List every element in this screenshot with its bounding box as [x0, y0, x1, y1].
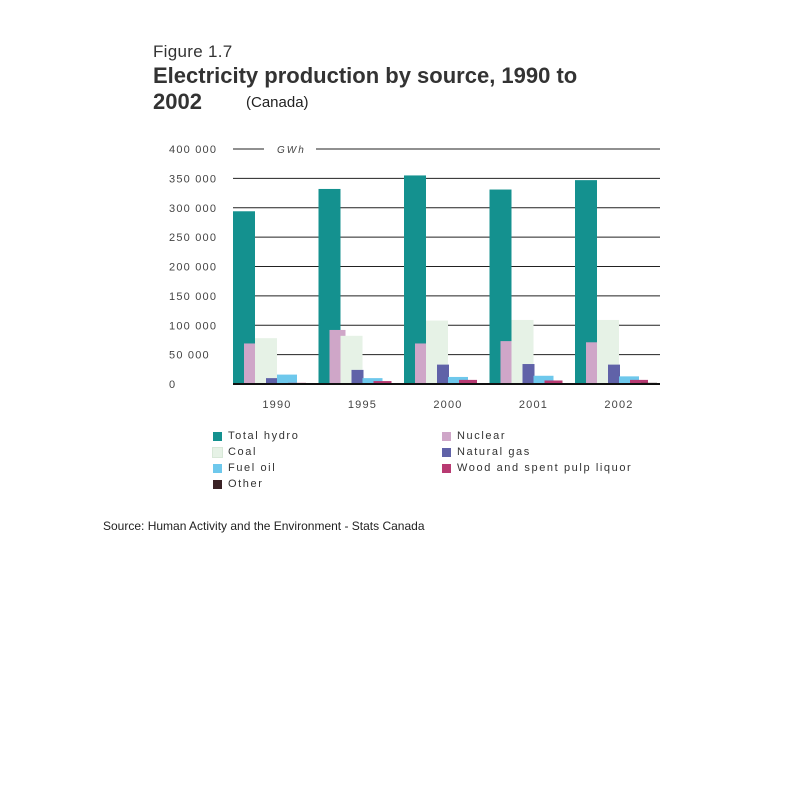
bar-total-hydro-2002: [575, 180, 597, 384]
bar-fuel-oil-2000: [448, 376, 468, 384]
x-tick-label: 1990: [262, 399, 291, 411]
bar-wood-and-spent-pulp-liquor-2000: [459, 379, 477, 384]
bar-wood-and-spent-pulp-liquor-1995: [373, 381, 392, 384]
bar-fuel-oil-2001: [533, 375, 554, 384]
legend-item-wood-and-spent-pulp-liquor: Wood and spent pulp liquor: [442, 462, 632, 474]
y-tick-label: 250 000: [169, 232, 217, 244]
chart-title-line2: 2002: [153, 89, 202, 114]
legend-swatch: [442, 447, 451, 457]
legend-swatch: [442, 431, 451, 441]
bar-wood-and-spent-pulp-liquor-2001: [544, 380, 563, 384]
bar-chart: 0 50 000 100 000 150 000 200 000 250 000 300 0…: [169, 143, 660, 411]
legend-swatch: [442, 463, 451, 473]
unit-label: GWh: [277, 145, 306, 156]
bar-fuel-oil-2002: [619, 376, 639, 384]
legend-label: Natural gas: [457, 446, 531, 458]
y-tick-label: 200 000: [169, 262, 217, 274]
legend-label: Nuclear: [457, 430, 507, 442]
legend-item-fuel-oil: Fuel oil: [213, 462, 276, 474]
x-axis-ticks: 1990 1995 2000 2001 2002: [262, 399, 633, 411]
y-tick-label: 100 000: [169, 320, 217, 332]
legend-swatch: [213, 463, 222, 473]
x-tick-label: 1995: [348, 399, 377, 411]
bar-natural-gas-1990: [266, 378, 278, 384]
legend-swatch: [213, 479, 222, 489]
bar-natural-gas-2001: [522, 364, 535, 384]
legend-item-coal: Coal: [212, 446, 258, 458]
bar-total-hydro-2001: [489, 189, 512, 384]
legend-item-natural-gas: Natural gas: [442, 446, 531, 458]
legend-swatch: [213, 431, 222, 441]
chart-subtitle: (Canada): [246, 94, 309, 111]
y-tick-label: 50 000: [169, 350, 210, 362]
bar-fuel-oil-1990: [277, 374, 297, 384]
y-tick-label: 350 000: [169, 173, 217, 185]
figure-label: Figure 1.7: [153, 42, 233, 61]
bar-coal-1990: [255, 338, 277, 384]
bar-natural-gas-2002: [608, 364, 620, 384]
bar-wood-and-spent-pulp-liquor-2002: [630, 379, 648, 384]
bar-fuel-oil-1995: [362, 378, 383, 384]
bar-natural-gas-2000: [437, 364, 449, 384]
legend-label: Coal: [228, 446, 258, 458]
chart-title-line1: Electricity production by source, 1990 t…: [153, 63, 578, 88]
legend-label: Other: [228, 478, 264, 490]
source-note: Source: Human Activity and the Environme…: [103, 519, 425, 533]
y-axis-ticks: 0 50 000 100 000 150 000 200 000 250 000 300 0…: [169, 144, 217, 391]
y-tick-label: 150 000: [169, 291, 217, 303]
legend-label: Wood and spent pulp liquor: [457, 462, 633, 474]
bars: [233, 175, 657, 384]
y-tick-label: 400 000: [169, 144, 217, 156]
x-tick-label: 2002: [604, 399, 633, 411]
bar-total-hydro-2000: [404, 175, 426, 384]
legend-label: Total hydro: [228, 430, 300, 442]
x-tick-label: 2001: [519, 399, 548, 411]
y-tick-label: 300 000: [169, 203, 217, 215]
legend-label: Fuel oil: [228, 462, 277, 474]
bar-total-hydro-1990: [233, 211, 255, 384]
bar-natural-gas-1995: [351, 369, 364, 384]
unit-label-backdrop: [264, 143, 316, 155]
legend-item-total-hydro: Total hydro: [213, 430, 299, 442]
legend-item-nuclear: Nuclear: [442, 430, 506, 442]
x-tick-label: 2000: [433, 399, 462, 411]
legend-swatch: [212, 446, 223, 458]
legend-item-other: Other: [213, 478, 264, 490]
y-tick-label: 0: [169, 379, 176, 391]
